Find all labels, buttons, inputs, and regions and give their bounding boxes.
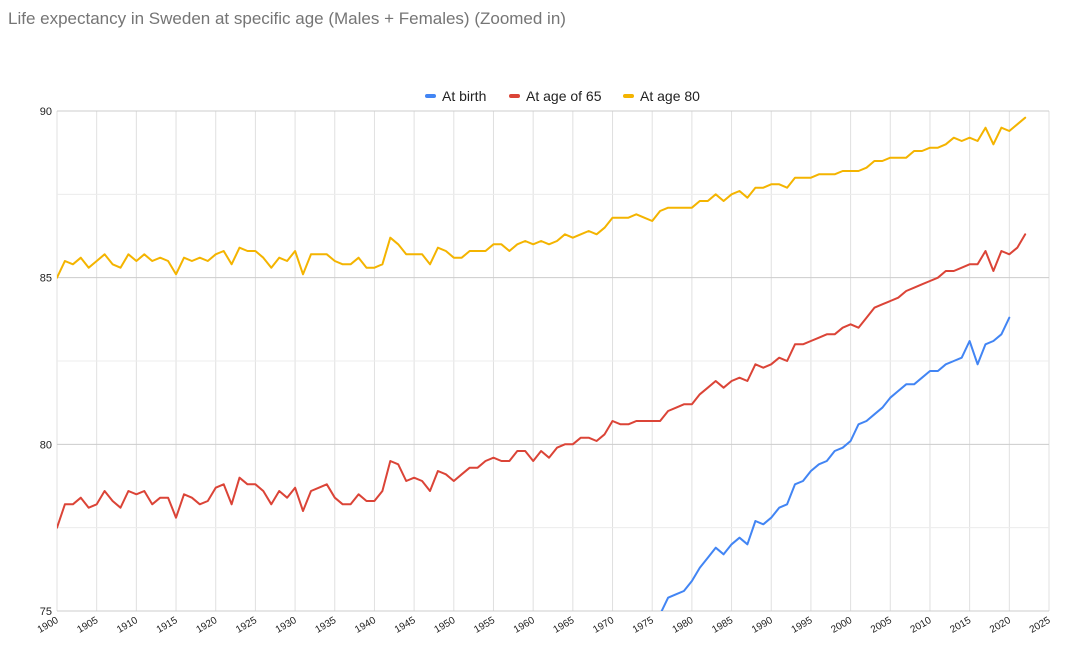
legend-item: At age of 65	[509, 88, 602, 104]
y-tick-label: 75	[40, 606, 52, 618]
x-tick-label: 1905	[75, 615, 100, 636]
x-tick-label: 1930	[274, 615, 299, 636]
x-tick-label: 1990	[750, 615, 775, 636]
legend-label: At age 80	[640, 88, 700, 104]
series-line-1	[660, 316, 1011, 611]
y-tick-label: 90	[40, 106, 52, 118]
chart-title: Life expectancy in Sweden at specific ag…	[8, 9, 566, 28]
x-tick-label: 2025	[1028, 615, 1053, 636]
x-tick-label: 2010	[909, 615, 934, 636]
series-line-3	[57, 116, 1027, 279]
x-tick-label: 1955	[472, 615, 497, 636]
legend-item: At age 80	[623, 88, 700, 104]
x-tick-label: 1935	[313, 615, 338, 636]
x-tick-label: 2005	[869, 615, 894, 636]
x-tick-label: 2015	[948, 615, 973, 636]
x-axis-ticks: 1900 1905 1910 1915 1920 1925 1930 1935 1940 1945…	[36, 615, 1053, 636]
legend-item: At birth	[425, 88, 486, 104]
legend-label: At birth	[442, 88, 486, 104]
x-tick-label: 1915	[155, 615, 180, 636]
grid-lines	[56, 110, 1050, 612]
legend-swatch	[425, 94, 436, 98]
y-tick-label: 85	[40, 273, 52, 285]
x-tick-label: 1965	[552, 615, 577, 636]
series-line-2	[57, 233, 1027, 529]
x-tick-label: 2000	[829, 615, 854, 636]
x-tick-label: 1945	[393, 615, 418, 636]
x-tick-label: 1975	[631, 615, 656, 636]
x-tick-label: 1925	[234, 615, 259, 636]
x-tick-label: 1980	[671, 615, 696, 636]
y-tick-label: 80	[40, 439, 52, 451]
x-tick-label: 1960	[512, 615, 537, 636]
legend-label: At age of 65	[526, 88, 602, 104]
legend: At birth At age of 65 At age 80	[425, 88, 700, 104]
x-tick-label: 1910	[115, 615, 140, 636]
y-axis-ticks: 75 80 85 90	[40, 106, 52, 618]
x-tick-label: 1950	[433, 615, 458, 636]
x-tick-label: 1920	[194, 615, 219, 636]
x-tick-label: 1970	[591, 615, 616, 636]
x-tick-label: 2020	[988, 615, 1013, 636]
x-tick-label: 1995	[790, 615, 815, 636]
legend-swatch	[623, 94, 634, 98]
x-tick-label: 1940	[353, 615, 378, 636]
series-lines	[57, 116, 1027, 611]
legend-swatch	[509, 94, 520, 98]
x-tick-label: 1985	[710, 615, 735, 636]
